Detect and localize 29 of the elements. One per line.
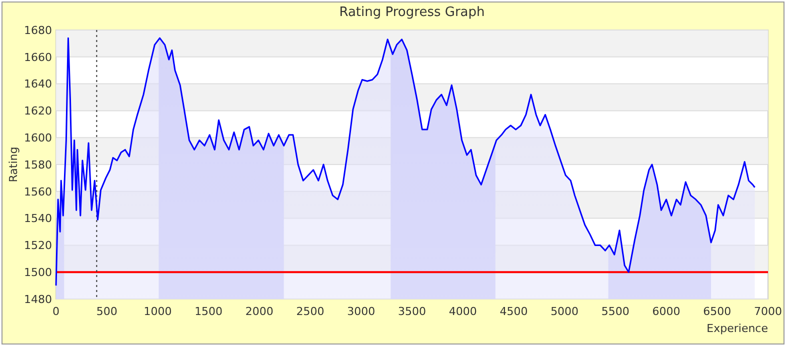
y-tick-label: 1500 [24,266,52,279]
y-tick-label: 1680 [24,24,52,37]
y-tick-label: 1560 [24,185,52,198]
y-tick-label: 1520 [24,239,52,252]
x-tick-label: 4000 [448,305,477,318]
x-tick-label: 5500 [601,305,630,318]
x-tick-label: 3500 [398,305,426,318]
x-tick-label: 1500 [194,305,223,318]
x-tick-label: 2500 [296,305,324,318]
chart-title: Rating Progress Graph [339,5,485,20]
x-tick-label: 5000 [550,305,579,318]
x-tick-label: 0 [52,305,60,318]
y-tick-label: 1480 [24,292,52,306]
y-axis-title: Rating [7,146,20,182]
x-axis-title: Experience [706,322,768,335]
y-tick-label: 1660 [24,50,52,64]
x-tick-label: 500 [96,305,118,318]
x-tick-label: 6000 [652,305,680,318]
y-tick-label: 1620 [24,104,52,118]
x-tick-label: 3000 [347,305,376,318]
y-tick-label: 1640 [24,78,52,91]
y-tick-label: 1600 [24,131,52,144]
x-tick-label: 1000 [144,305,172,318]
y-tick-label: 1540 [24,212,52,226]
x-tick-label: 6500 [703,305,732,318]
x-tick-label: 2000 [245,305,274,318]
x-tick-label: 7000 [754,305,782,318]
y-tick-label: 1580 [24,158,52,172]
x-tick-label: 4500 [500,305,528,318]
